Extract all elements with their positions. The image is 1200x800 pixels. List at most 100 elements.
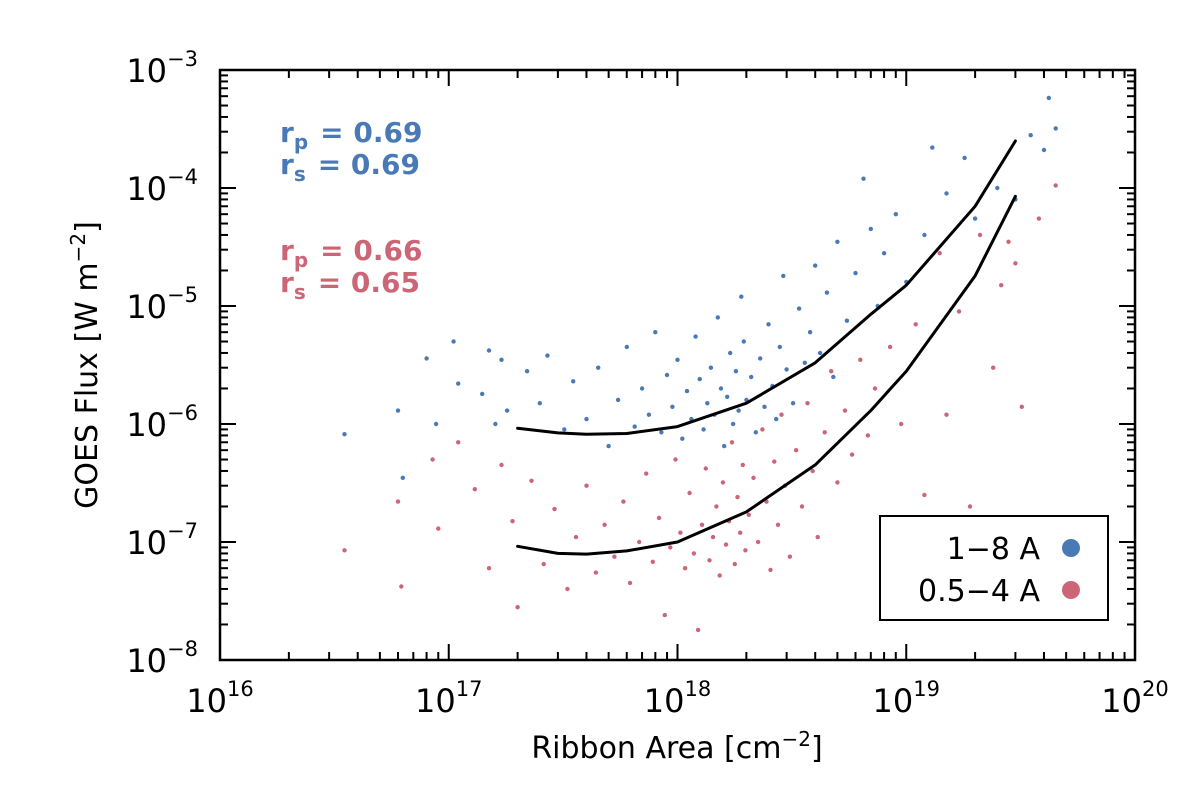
data-point-series-2-9: [510, 519, 515, 524]
data-point-series-2-16: [584, 483, 589, 488]
data-point-series-1-34: [697, 376, 702, 382]
data-point-series-1-26: [659, 430, 664, 435]
data-point-series-2-15: [573, 534, 579, 540]
data-point-series-2-59: [787, 554, 793, 559]
data-point-series-2-3: [430, 457, 435, 462]
data-point-series-1-72: [868, 226, 873, 232]
data-point-series-2-82: [977, 232, 983, 238]
data-point-series-2-44: [732, 561, 737, 567]
data-point-series-2-81: [967, 504, 973, 509]
data-point-series-1-84: [1028, 133, 1033, 138]
data-point-series-1-40: [718, 386, 724, 391]
y-tick-label-5: 10−3: [126, 47, 198, 90]
data-point-series-1-7: [480, 391, 485, 397]
stat-rs-series-1: rs = 0.69: [280, 148, 420, 186]
fit-curve-series-2: [516, 194, 1017, 556]
data-point-series-1-86: [1053, 126, 1058, 131]
data-point-series-2-66: [829, 369, 834, 374]
data-point-series-1-10: [499, 357, 504, 362]
legend-marker-series-2: [1062, 581, 1080, 599]
data-point-series-2-26: [662, 612, 667, 618]
data-point-series-1-57: [777, 344, 782, 350]
data-point-series-2-77: [922, 492, 927, 498]
y-tick-label-2: 10−6: [126, 401, 198, 444]
data-point-series-1-0: [342, 432, 347, 437]
data-point-series-1-16: [571, 379, 576, 384]
data-point-series-2-67: [835, 480, 840, 485]
data-point-series-1-70: [853, 270, 858, 276]
stat-rp-series-1: rp = 0.69: [280, 116, 422, 154]
data-point-series-1-75: [893, 212, 898, 217]
data-point-series-2-30: [682, 566, 688, 571]
data-point-series-1-27: [664, 372, 670, 378]
data-point-series-2-57: [779, 412, 784, 417]
data-point-series-2-48: [743, 548, 748, 553]
data-point-series-2-45: [735, 494, 740, 500]
data-point-series-2-5: [456, 440, 461, 445]
data-point-series-2-38: [714, 504, 719, 509]
data-point-series-1-63: [807, 330, 813, 335]
data-point-series-1-33: [693, 334, 698, 339]
y-tick-label-0: 10−8: [126, 637, 198, 680]
data-point-series-1-74: [881, 251, 887, 256]
data-point-series-1-1: [395, 408, 401, 413]
data-point-series-1-41: [722, 443, 727, 449]
data-point-series-1-15: [562, 427, 567, 432]
data-point-series-1-8: [486, 348, 492, 353]
data-point-series-2-17: [593, 570, 599, 575]
data-point-series-2-76: [913, 322, 918, 327]
y-axis-label: GOES Flux [W m−2]: [66, 221, 105, 509]
data-point-series-2-54: [768, 567, 773, 573]
data-point-series-2-28: [673, 457, 678, 462]
data-point-series-1-65: [817, 350, 823, 356]
data-point-series-1-11: [504, 408, 510, 413]
data-point-series-1-51: [753, 430, 758, 435]
data-point-series-1-45: [733, 369, 739, 374]
stat-rp-series-2: rp = 0.66: [280, 234, 422, 272]
data-point-series-1-54: [766, 322, 771, 327]
data-point-series-1-69: [844, 318, 850, 323]
data-point-series-2-39: [717, 573, 722, 578]
data-point-series-1-24: [646, 412, 652, 417]
data-point-series-2-60: [793, 448, 799, 453]
data-point-series-1-13: [537, 401, 542, 406]
data-point-series-2-12: [541, 561, 546, 567]
data-point-series-2-32: [691, 551, 697, 556]
data-point-series-1-62: [802, 360, 807, 365]
y-tick-label-4: 10−4: [126, 165, 198, 208]
data-point-series-1-19: [606, 443, 611, 449]
data-point-series-2-86: [1013, 261, 1018, 266]
data-point-series-1-53: [762, 404, 767, 409]
data-point-series-1-37: [708, 365, 714, 370]
data-point-series-2-8: [499, 462, 504, 468]
data-point-series-1-2: [400, 475, 405, 480]
data-point-series-1-3: [424, 356, 429, 361]
data-point-series-1-68: [835, 239, 840, 244]
data-point-series-1-71: [861, 176, 866, 181]
data-point-series-2-6: [472, 487, 477, 492]
x-tick-label-3: 1019: [873, 677, 940, 720]
data-point-series-2-79: [944, 412, 949, 417]
data-point-series-2-35: [703, 466, 708, 471]
data-point-series-1-22: [632, 424, 637, 429]
data-point-series-1-31: [684, 388, 690, 394]
data-point-series-1-56: [774, 416, 779, 422]
data-point-series-2-40: [720, 480, 726, 485]
data-point-series-2-85: [1006, 239, 1011, 244]
data-point-series-2-62: [805, 401, 810, 406]
data-point-series-1-6: [456, 381, 461, 386]
data-point-series-2-29: [678, 530, 683, 535]
data-point-series-2-19: [612, 554, 617, 559]
data-point-series-2-83: [991, 365, 996, 370]
data-point-series-1-59: [784, 367, 789, 372]
data-point-series-1-79: [944, 191, 949, 196]
data-point-series-2-65: [822, 430, 827, 435]
data-point-series-1-85: [1041, 147, 1047, 153]
data-point-series-1-64: [813, 263, 818, 268]
data-point-series-2-24: [650, 559, 655, 564]
data-point-series-1-60: [790, 401, 796, 406]
legend-marker-series-1: [1062, 539, 1080, 557]
data-point-series-2-27: [668, 545, 673, 550]
data-point-series-1-12: [524, 369, 530, 374]
